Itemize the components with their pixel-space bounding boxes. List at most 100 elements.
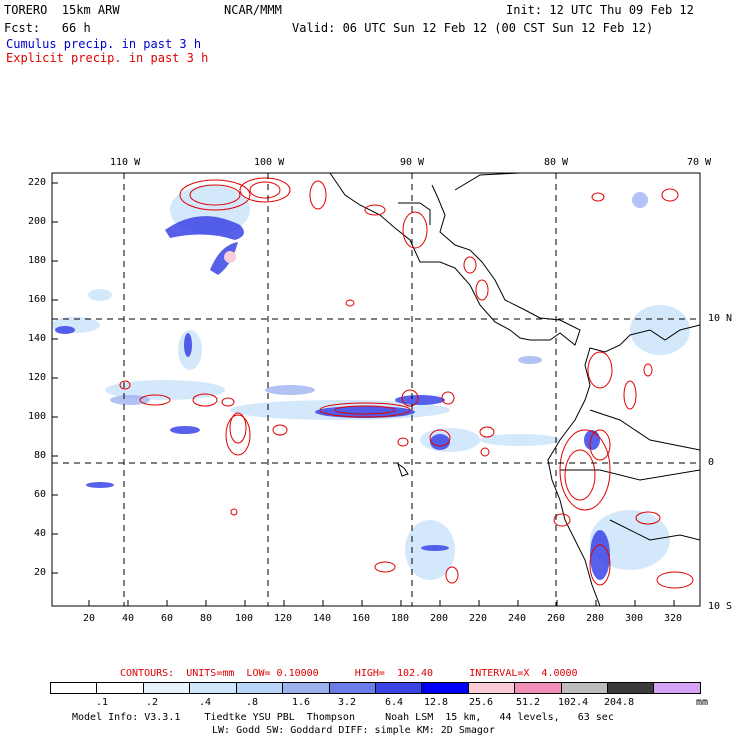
legend-label: 51.2 — [516, 697, 541, 708]
top-tick-90w: 90 W — [400, 157, 425, 168]
precip-contour — [272, 424, 288, 436]
precip-contour — [445, 566, 459, 584]
model-info-line1: Model Info: V3.3.1 Tiedtke YSU PBL Thomp… — [72, 712, 614, 723]
legend-label: 1.6 — [292, 697, 311, 708]
legend-label: 12.8 — [424, 697, 449, 708]
precip-area — [86, 482, 114, 488]
precip-contour — [189, 184, 241, 206]
precip-contour — [225, 414, 251, 456]
precip-area — [170, 426, 200, 434]
precip-area — [110, 395, 150, 405]
bottom-tick: 20 — [83, 613, 96, 624]
left-tick: 80 — [34, 450, 47, 461]
caribbean-coast — [454, 173, 521, 191]
legend-swatch — [283, 683, 330, 693]
legend-label: .8 — [246, 697, 259, 708]
precip-area — [395, 395, 445, 405]
cumulus-label: Cumulus precip. in past 3 h — [6, 37, 202, 51]
precip-contour — [480, 447, 490, 457]
bottom-tick: 200 — [430, 613, 449, 624]
precip-area — [88, 289, 112, 301]
precip-area — [184, 333, 192, 357]
precip-contour — [589, 429, 611, 461]
legend-label: .4 — [199, 697, 212, 708]
precip-contour — [661, 188, 679, 202]
precip-contour — [429, 429, 451, 447]
precip-contour — [564, 449, 596, 501]
precip-area — [315, 406, 415, 418]
legend-swatch — [375, 683, 423, 693]
precip-contour — [589, 544, 611, 586]
precip-area — [105, 380, 225, 400]
precip-contour — [397, 437, 409, 447]
bottom-tick: 140 — [313, 613, 332, 624]
bottom-tick: 180 — [391, 613, 410, 624]
precip-contour — [479, 426, 495, 438]
bottom-tick: 80 — [200, 613, 213, 624]
precip-contour — [345, 299, 355, 307]
legend-swatch — [97, 683, 144, 693]
map-frame — [51, 172, 701, 607]
legend-label: 6.4 — [385, 697, 404, 708]
precip-area — [430, 434, 450, 450]
precip-area — [630, 305, 690, 355]
precip-contour — [643, 363, 653, 377]
legend-swatch — [515, 683, 562, 693]
legend-swatch — [422, 683, 469, 693]
precip-contour — [559, 429, 611, 511]
left-tick: 200 — [28, 216, 47, 227]
bottom-tick: 40 — [122, 613, 135, 624]
bottom-tick: 120 — [274, 613, 293, 624]
left-tick: 40 — [34, 528, 47, 539]
legend-swatch — [608, 683, 655, 693]
left-tick: 100 — [28, 411, 47, 422]
precip-area — [632, 192, 648, 208]
precip-area — [518, 356, 542, 364]
border-andes — [589, 409, 700, 451]
left-tick: 60 — [34, 489, 47, 500]
bottom-tick: 240 — [508, 613, 527, 624]
top-tick-110w: 110 W — [110, 157, 141, 168]
bottom-tick: 60 — [161, 613, 174, 624]
legend-swatch — [654, 683, 700, 693]
model-info-line2: LW: Godd SW: Goddard DIFF: simple KM: 2D… — [212, 725, 495, 736]
bottom-tick: 320 — [664, 613, 683, 624]
left-tick: 220 — [28, 177, 47, 188]
left-tick: 20 — [34, 567, 47, 578]
bottom-tick: 220 — [469, 613, 488, 624]
precip-area — [584, 430, 600, 450]
precip-contour — [119, 380, 131, 390]
precip-contour — [239, 177, 291, 203]
precip-contour — [139, 394, 171, 406]
precip-contour — [309, 180, 327, 210]
left-tick: 120 — [28, 372, 47, 383]
precip-contour — [230, 508, 238, 516]
legend-swatch — [468, 683, 516, 693]
precip-contour — [441, 391, 455, 405]
precip-contour — [374, 561, 396, 573]
top-tick-80w: 80 W — [544, 157, 569, 168]
coastline-south-america — [547, 324, 700, 606]
bottom-tick: 100 — [235, 613, 254, 624]
forecast-hour: Fcst: 66 h — [4, 21, 91, 35]
border-inland — [560, 469, 700, 481]
right-tick-0: 0 — [708, 457, 715, 468]
legend-label: .2 — [146, 697, 159, 708]
precip-contour — [401, 389, 419, 407]
center-name: NCAR/MMM — [224, 3, 282, 17]
precip-contour — [402, 211, 428, 249]
coastline-yucatan — [398, 202, 431, 225]
legend-unit: mm — [696, 697, 709, 708]
precip-contour — [319, 402, 411, 418]
border-inland — [609, 519, 700, 541]
precip-area — [265, 385, 315, 395]
legend-label: 102.4 — [558, 697, 589, 708]
bottom-tick: 280 — [586, 613, 605, 624]
precip-contour — [587, 351, 613, 389]
island-galapagos — [397, 462, 409, 477]
right-tick-10n: 10 N — [708, 313, 733, 324]
precip-area — [590, 530, 610, 580]
precip-area — [224, 251, 236, 263]
contours-info: CONTOURS: UNITS=mm LOW= 0.10000 HIGH= 10… — [120, 668, 578, 679]
